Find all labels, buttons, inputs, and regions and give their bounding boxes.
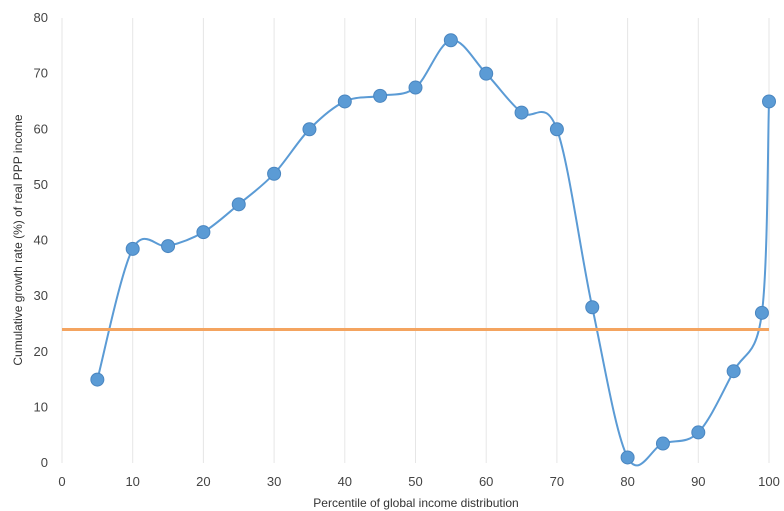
data-point bbox=[337, 94, 352, 109]
data-point bbox=[161, 239, 176, 254]
x-tick-label: 50 bbox=[408, 474, 422, 489]
data-point bbox=[125, 241, 140, 256]
x-tick-label: 80 bbox=[620, 474, 634, 489]
data-point bbox=[549, 122, 564, 137]
series-layer bbox=[96, 39, 770, 467]
data-point bbox=[620, 450, 635, 465]
data-point bbox=[443, 33, 458, 48]
y-tick-label: 50 bbox=[34, 177, 48, 192]
data-point bbox=[231, 197, 246, 212]
x-tick-label: 100 bbox=[758, 474, 780, 489]
y-tick-label: 20 bbox=[34, 344, 48, 359]
x-tick-label: 30 bbox=[267, 474, 281, 489]
data-point bbox=[408, 80, 423, 95]
data-point bbox=[514, 105, 529, 120]
x-tick-labels: 0 10 20 30 40 50 60 70 80 90 100 bbox=[58, 474, 779, 489]
x-tick-label: 40 bbox=[338, 474, 352, 489]
x-tick-label: 70 bbox=[550, 474, 564, 489]
x-axis-label: Percentile of global income distribution bbox=[313, 496, 518, 510]
data-point bbox=[302, 122, 317, 137]
data-point bbox=[762, 94, 776, 109]
y-tick-labels: 0 10 20 30 40 50 60 70 80 bbox=[34, 10, 48, 470]
x-tick-label: 0 bbox=[58, 474, 65, 489]
y-tick-label: 40 bbox=[34, 233, 48, 248]
data-point bbox=[655, 436, 670, 451]
data-point bbox=[754, 305, 769, 320]
x-tick-label: 10 bbox=[125, 474, 139, 489]
data-points bbox=[90, 33, 776, 465]
y-tick-label: 70 bbox=[34, 66, 48, 81]
data-point bbox=[373, 88, 388, 103]
data-point bbox=[479, 66, 494, 81]
x-tick-label: 60 bbox=[479, 474, 493, 489]
y-tick-label: 60 bbox=[34, 121, 48, 136]
y-tick-label: 30 bbox=[34, 288, 48, 303]
y-tick-label: 10 bbox=[34, 399, 48, 414]
series-line bbox=[96, 39, 770, 467]
data-point bbox=[267, 166, 282, 181]
data-point bbox=[196, 225, 211, 240]
x-tick-label: 90 bbox=[691, 474, 705, 489]
data-point bbox=[726, 364, 741, 379]
data-point bbox=[691, 425, 706, 440]
x-tick-label: 20 bbox=[196, 474, 210, 489]
y-axis-label: Cumulative growth rate (%) of real PPP i… bbox=[11, 114, 25, 366]
y-tick-label: 0 bbox=[41, 455, 48, 470]
y-tick-label: 80 bbox=[34, 10, 48, 25]
data-point bbox=[90, 372, 105, 387]
data-point bbox=[585, 300, 600, 315]
